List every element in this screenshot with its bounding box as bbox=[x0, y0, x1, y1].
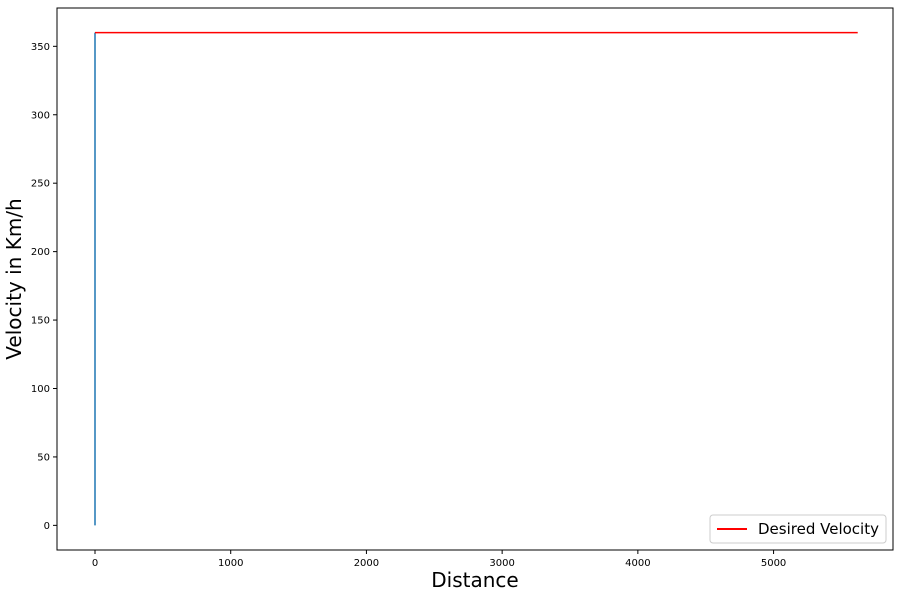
y-tick-label: 350 bbox=[31, 42, 50, 53]
x-tick-label: 0 bbox=[92, 558, 98, 569]
legend-box bbox=[709, 514, 887, 544]
y-tick-label: 150 bbox=[31, 316, 50, 327]
legend: Desired Velocity bbox=[709, 514, 887, 544]
y-tick-label: 0 bbox=[44, 521, 50, 532]
x-tick-label: 3000 bbox=[489, 558, 514, 569]
y-axis: 0 50 100 150 200 250 300 350 bbox=[31, 42, 57, 532]
x-axis-title: Distance bbox=[431, 568, 518, 592]
x-tick-label: 4000 bbox=[625, 558, 650, 569]
legend-label-desired-velocity: Desired Velocity bbox=[758, 520, 879, 538]
y-tick-label: 300 bbox=[31, 110, 50, 121]
y-axis-title: Velocity in Km/h bbox=[2, 198, 26, 359]
y-tick-label: 250 bbox=[31, 179, 50, 190]
x-tick-label: 5000 bbox=[761, 558, 786, 569]
y-tick-label: 50 bbox=[37, 452, 50, 463]
y-tick-label: 200 bbox=[31, 247, 50, 258]
series-layer bbox=[94, 31, 858, 526]
plot-frame bbox=[56, 7, 894, 551]
x-axis: 0 1000 2000 3000 4000 5000 bbox=[92, 550, 786, 569]
x-tick-label: 1000 bbox=[218, 558, 243, 569]
y-tick-label: 100 bbox=[31, 384, 50, 395]
x-tick-label: 2000 bbox=[354, 558, 379, 569]
